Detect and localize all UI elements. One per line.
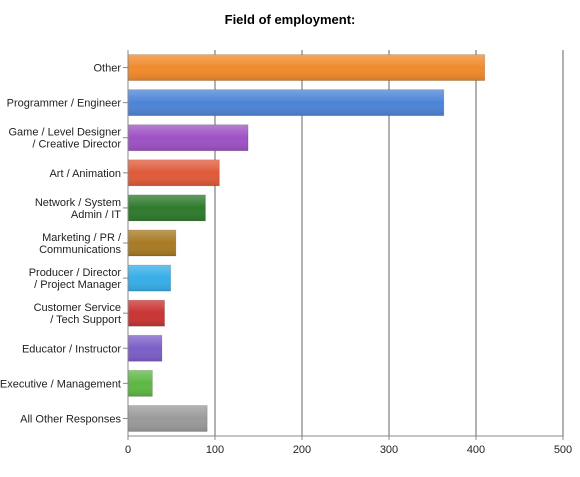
- x-tick-label: 200: [293, 444, 311, 456]
- category-label: Producer / Director / Project Manager: [29, 267, 122, 291]
- chart-title: Field of employment:: [224, 12, 356, 27]
- bar-shine: [128, 194, 206, 221]
- axes: [123, 50, 564, 440]
- bar-shine: [128, 54, 485, 81]
- grid-lines: [214, 50, 564, 436]
- bar-shine: [128, 370, 153, 397]
- bar-shine: [128, 335, 162, 362]
- bars: [127, 54, 486, 432]
- category-label: All Other Responses: [20, 413, 121, 425]
- category-label: Customer Service / Tech Support: [34, 302, 121, 326]
- category-label: Executive / Management: [0, 378, 121, 390]
- x-tick-label: 0: [125, 444, 131, 456]
- category-label: Programmer / Engineer: [7, 98, 122, 110]
- category-label-line: Admin / IT: [71, 209, 121, 221]
- category-label-line: Other: [93, 63, 121, 75]
- category-label-line: Educator / Instructor: [22, 343, 121, 355]
- category-label-line: Network / System: [35, 197, 121, 209]
- category-label-line: Game / Level Designer: [9, 127, 122, 139]
- category-label-line: Communications: [39, 244, 121, 256]
- category-label: Art / Animation: [49, 168, 121, 180]
- category-label-line: Producer / Director: [29, 267, 122, 279]
- category-label-line: Customer Service: [34, 302, 121, 314]
- category-label-line: Art / Animation: [49, 168, 121, 180]
- bar-shine: [128, 230, 176, 256]
- bar-shine: [128, 89, 444, 116]
- category-label-line: All Other Responses: [20, 413, 121, 425]
- category-label: Network / System Admin / IT: [35, 197, 121, 221]
- bar-shine: [128, 124, 249, 151]
- x-tick-label: 100: [206, 444, 224, 456]
- category-label-line: / Project Manager: [34, 279, 121, 291]
- category-label-line: / Tech Support: [50, 314, 121, 326]
- x-tick-label: 500: [554, 444, 572, 456]
- category-labels: Other Programmer / Engineer Game / Level D…: [0, 63, 122, 426]
- bar-shine: [128, 300, 165, 327]
- bar-shine: [128, 265, 171, 292]
- x-tick-label: 400: [467, 444, 485, 456]
- category-label-line: Marketing / PR /: [42, 232, 122, 244]
- category-label: Game / Level Designer / Creative Director: [9, 127, 122, 151]
- category-label: Marketing / PR / Communications: [39, 232, 122, 256]
- category-label: Educator / Instructor: [22, 343, 121, 355]
- category-label-line: Programmer / Engineer: [7, 98, 122, 110]
- x-tick-label: 300: [380, 444, 398, 456]
- bar-shine: [128, 405, 208, 432]
- category-label-line: / Creative Director: [32, 139, 121, 151]
- tick-labels: 0 100 200 300 400 500: [125, 444, 572, 456]
- bar-shine: [128, 159, 220, 186]
- category-label-line: Executive / Management: [0, 378, 121, 390]
- category-label: Other: [93, 63, 121, 75]
